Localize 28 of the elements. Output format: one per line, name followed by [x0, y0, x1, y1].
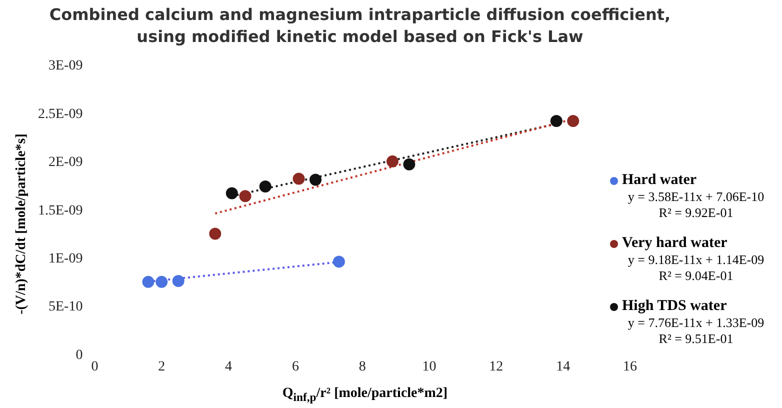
- legend-label: High TDS water: [622, 298, 727, 315]
- text: R² = 9.92E-01: [658, 205, 734, 221]
- text: R² = 9.51E-01: [658, 331, 734, 347]
- y-tick-label: 1.5E-09: [38, 203, 83, 218]
- annotation: y = 7.76E-11x + 1.33E-09: [626, 315, 766, 331]
- annotation: y = 3.58E-11x + 7.06E-10: [626, 189, 766, 205]
- annotation: y = 9.18E-11x + 1.14E-09: [626, 252, 766, 268]
- y-tick-label: 0: [76, 348, 83, 363]
- y-tick-label: 5E-10: [48, 300, 83, 315]
- chart-title: Combined calcium and magnesium intraparticle diffusion coefficient, using modified kinetic model based on Fick's Law: [48, 4, 672, 48]
- x-tick-label: 4: [225, 359, 232, 374]
- x-tick-label: 2: [158, 359, 166, 374]
- legend-label: Very hard water: [622, 235, 728, 252]
- y-tick-label: 2E-09: [48, 155, 83, 170]
- y-tick-label: 1E-09: [48, 251, 83, 266]
- y-axis-title: -(V/n)*dC/dt [mole/particle*s]: [14, 132, 30, 316]
- x-axis-title: Q$_{inf,p}$/r² [mole/particle*m2]: [281, 386, 449, 404]
- x-tick-label: 14: [556, 359, 570, 374]
- x-tick-label: 12: [489, 359, 504, 374]
- x-tick-label: 0: [91, 359, 98, 374]
- y-tick-label: 3E-09: [48, 58, 83, 74]
- x-tick-label: 16: [623, 359, 637, 374]
- legend-label: Hard water: [622, 172, 697, 189]
- text: R² = 9.04E-01: [658, 268, 734, 284]
- x-tick-label: 6: [292, 359, 299, 374]
- y-tick-label: 2.5E-09: [38, 106, 83, 122]
- x-tick-label: 8: [358, 359, 366, 374]
- x-tick-label: 10: [422, 359, 436, 374]
